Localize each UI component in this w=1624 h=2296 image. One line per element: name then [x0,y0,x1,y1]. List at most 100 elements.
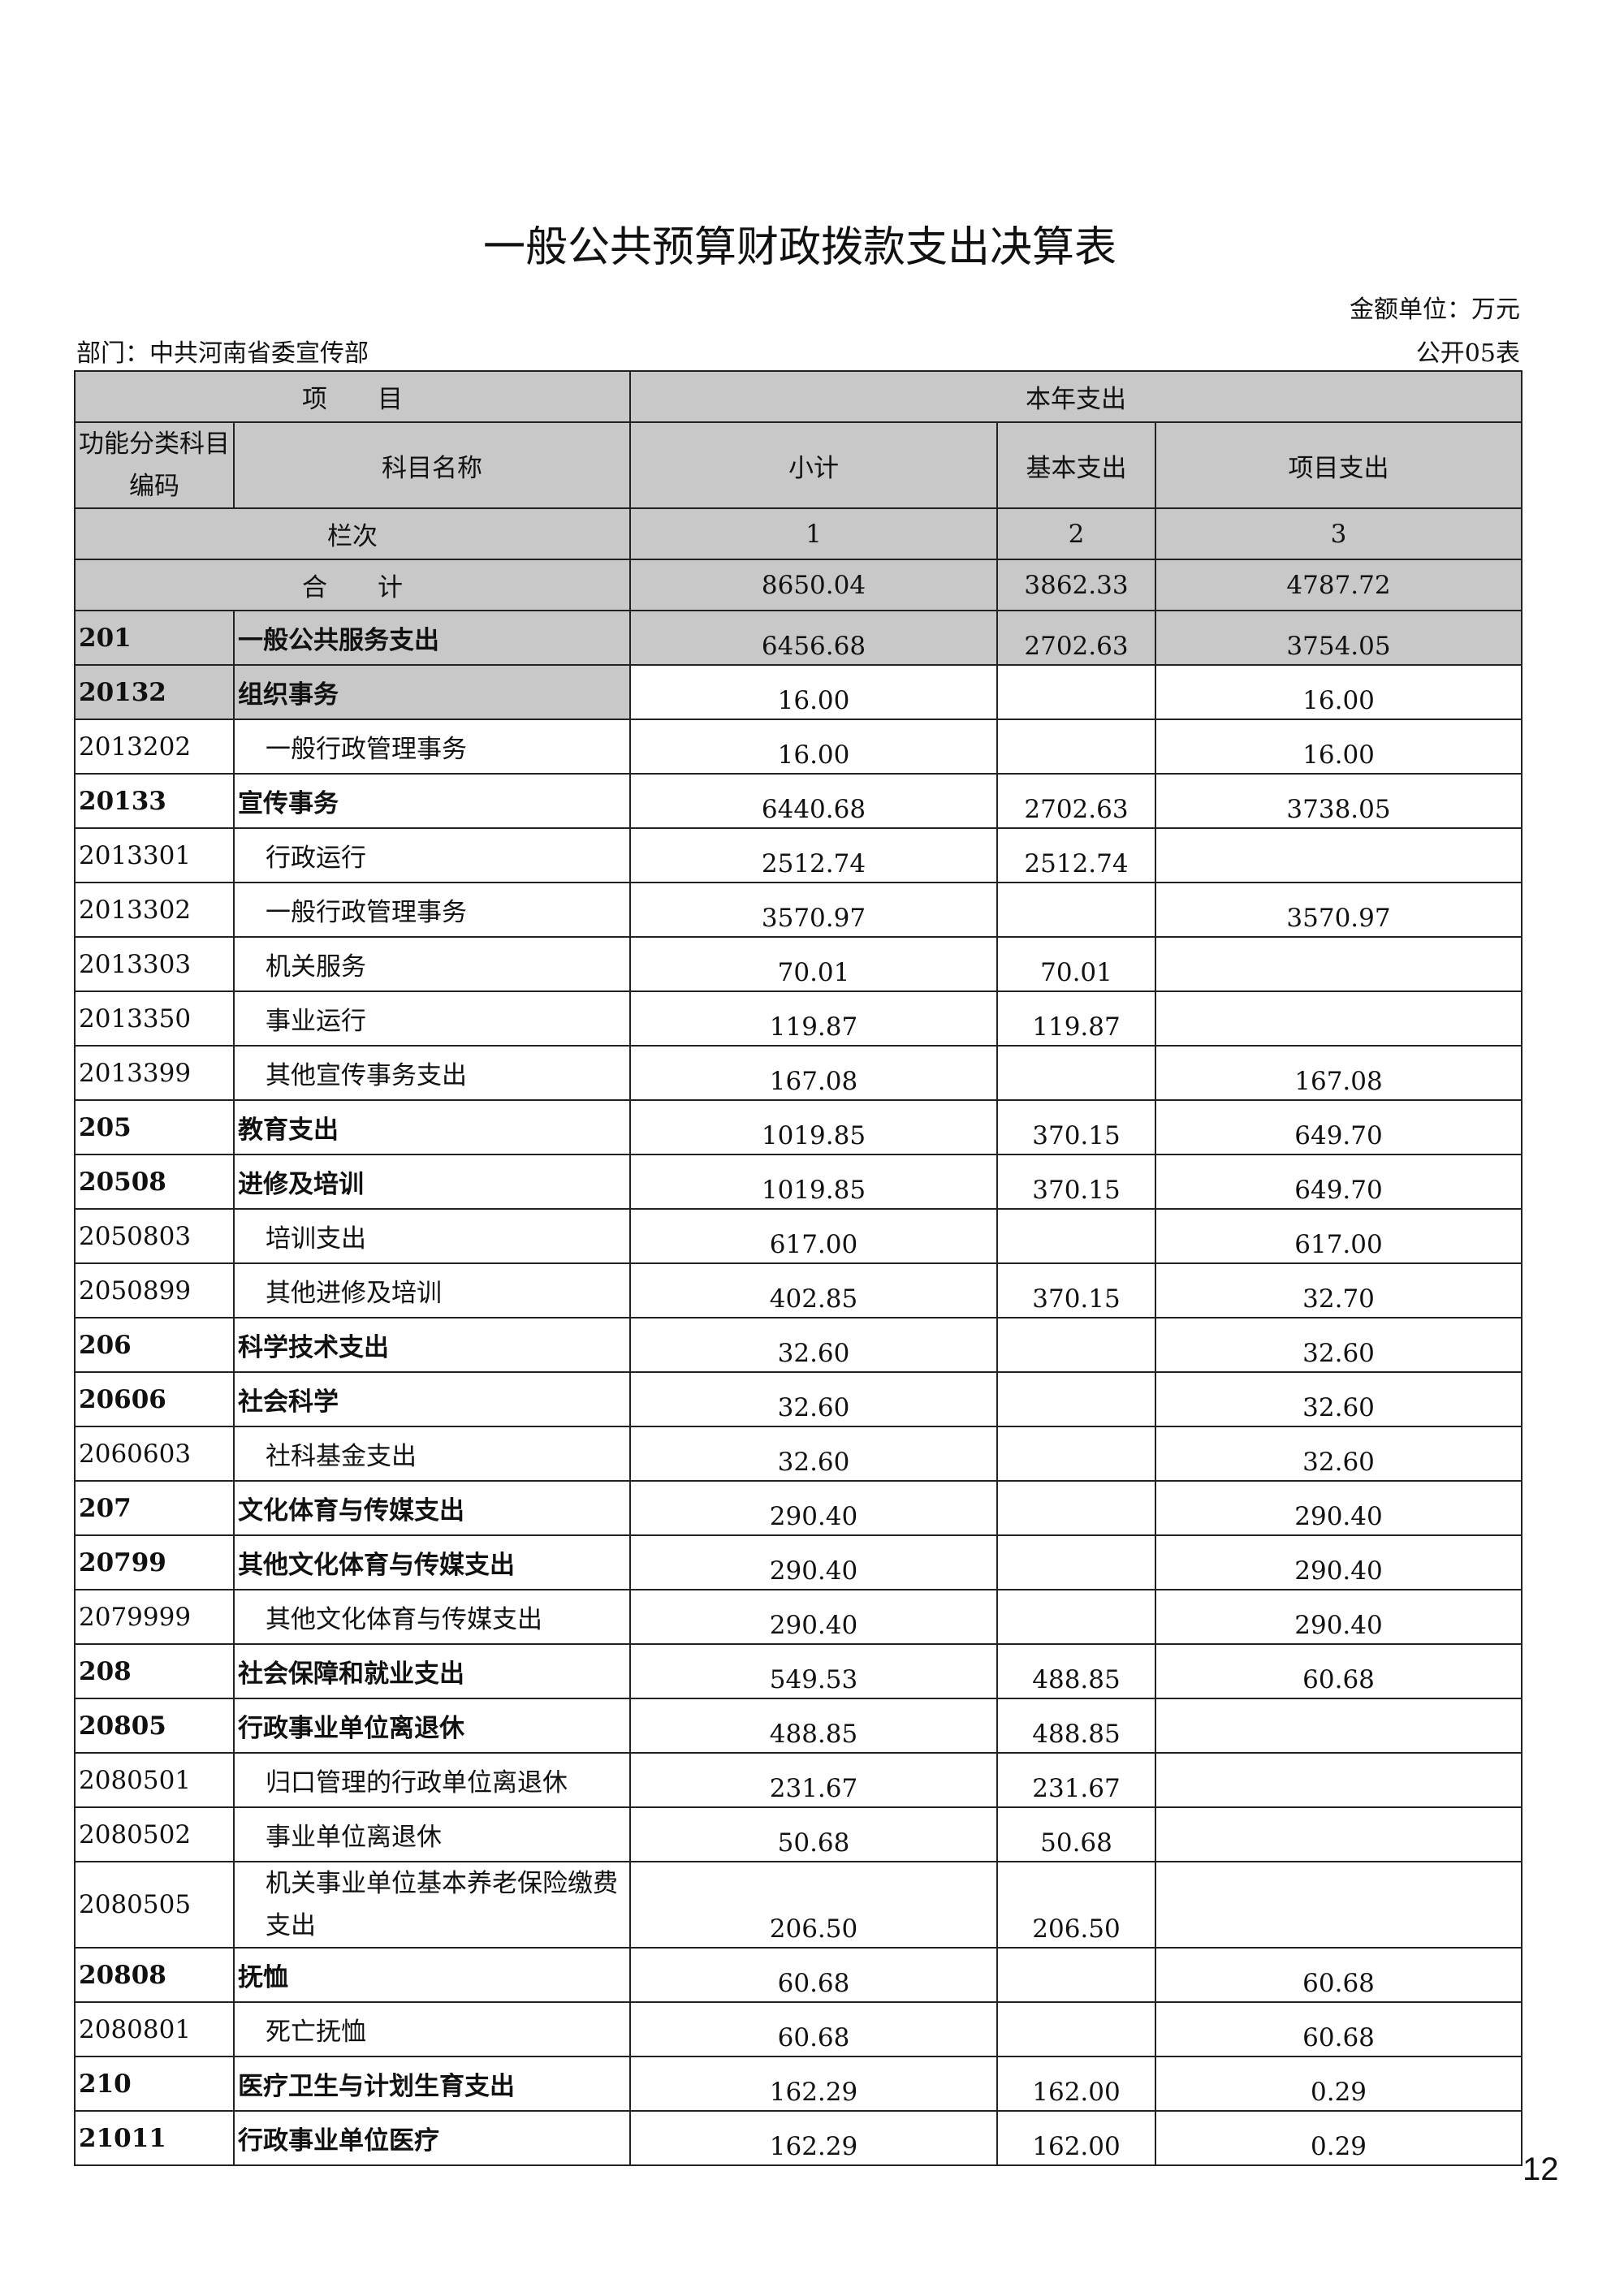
page-title: 一般公共预算财政拨款支出决算表 [482,223,1116,272]
project-expense-cell: 32.70 [1154,1262,1523,1318]
subtotal-cell: 549.53 [629,1643,998,1699]
basic-expense-cell: 2512.74 [996,827,1156,883]
subject-code: 20606 [74,1371,235,1427]
subject-code: 2050899 [74,1262,235,1318]
amount-unit: 金额单位：万元 [1350,296,1520,324]
subject-code: 208 [74,1643,235,1699]
subject-name: 教育支出 [233,1099,631,1155]
basic-expense-cell: 162.00 [996,2056,1156,2112]
subtotal-cell: 60.68 [629,1947,998,2003]
project-expense-cell: 167.08 [1154,1045,1523,1101]
table-row: 206 科学技术支出 32.60 32.60 [74,1317,1523,1373]
subject-name: 死亡抚恤 [233,2001,631,2057]
subtotal-cell: 290.40 [629,1534,998,1590]
header-project: 项目支出 [1154,421,1523,509]
table-row: 20132 组织事务 16.00 16.00 [74,664,1523,720]
subtotal-cell: 60.68 [629,2001,998,2057]
table-row: 20808 抚恤 60.68 60.68 [74,1947,1523,2003]
subtotal-cell: 2512.74 [629,827,998,883]
column-number-1: 1 [629,507,998,560]
form-number: 公开05表 [1415,339,1520,368]
table-row: 20606 社会科学 32.60 32.60 [74,1371,1523,1427]
basic-expense-cell: 70.01 [996,936,1156,992]
project-expense-cell: 16.00 [1154,664,1523,720]
subject-name: 事业运行 [233,990,631,1047]
subtotal-cell: 162.29 [629,2110,998,2166]
department: 部门：中共河南省委宣传部 [76,339,369,368]
total-basic: 3862.33 [996,559,1156,611]
subject-name: 医疗卫生与计划生育支出 [233,2056,631,2112]
project-expense-cell: 649.70 [1154,1154,1523,1210]
subject-name: 进修及培训 [233,1154,631,1210]
basic-expense-cell: 370.15 [996,1099,1156,1155]
basic-expense-cell [996,664,1156,720]
column-number-2: 2 [996,507,1156,560]
subject-code: 2060603 [74,1426,235,1482]
subtotal-cell: 617.00 [629,1208,998,1264]
table-row: 20133 宣传事务 6440.68 2702.63 3738.05 [74,773,1523,829]
subtotal-cell: 16.00 [629,664,998,720]
basic-expense-cell [996,1534,1156,1590]
project-expense-cell: 60.68 [1154,1947,1523,2003]
table-row: 2050899 其他进修及培训 402.85 370.15 32.70 [74,1262,1523,1318]
basic-expense-cell [996,1371,1156,1427]
table-row: 2013302 一般行政管理事务 3570.97 3570.97 [74,882,1523,938]
subject-name: 一般行政管理事务 [233,719,631,775]
subject-name: 培训支出 [233,1208,631,1264]
subject-name: 事业单位离退休 [233,1806,631,1862]
project-expense-cell: 3754.05 [1154,610,1523,666]
project-expense-cell: 32.60 [1154,1426,1523,1482]
subject-name: 一般行政管理事务 [233,882,631,938]
subtotal-cell: 70.01 [629,936,998,992]
basic-expense-cell: 370.15 [996,1154,1156,1210]
subject-name: 社科基金支出 [233,1426,631,1482]
project-expense-cell: 60.68 [1154,1643,1523,1699]
table-row: 2050803 培训支出 617.00 617.00 [74,1208,1523,1264]
subject-code: 2013301 [74,827,235,883]
subject-code: 2079999 [74,1589,235,1645]
basic-expense-cell: 206.50 [996,1861,1156,1949]
subtotal-cell: 231.67 [629,1752,998,1808]
table-row: 2080801 死亡抚恤 60.68 60.68 [74,2001,1523,2057]
project-expense-cell: 16.00 [1154,719,1523,775]
table-row: 2013301 行政运行 2512.74 2512.74 [74,827,1523,883]
subject-name: 其他进修及培训 [233,1262,631,1318]
project-expense-cell [1154,1806,1523,1862]
subject-name: 其他宣传事务支出 [233,1045,631,1101]
subject-name: 文化体育与传媒支出 [233,1480,631,1536]
subtotal-cell: 119.87 [629,990,998,1047]
project-expense-cell [1154,1752,1523,1808]
subject-code: 2080801 [74,2001,235,2057]
total-label: 合 计 [74,559,631,611]
table-row: 20508 进修及培训 1019.85 370.15 649.70 [74,1154,1523,1210]
basic-expense-cell: 231.67 [996,1752,1156,1808]
subtotal-cell: 6456.68 [629,610,998,666]
subtotal-cell: 16.00 [629,719,998,775]
table-row: 2080502 事业单位离退休 50.68 50.68 [74,1806,1523,1862]
subtotal-cell: 290.40 [629,1589,998,1645]
subject-code: 20799 [74,1534,235,1590]
subject-code: 207 [74,1480,235,1536]
basic-expense-cell: 488.85 [996,1698,1156,1754]
project-expense-cell: 0.29 [1154,2056,1523,2112]
subject-code: 2080502 [74,1806,235,1862]
basic-expense-cell: 370.15 [996,1262,1156,1318]
column-number-3: 3 [1154,507,1523,560]
header-item: 项 目 [74,370,631,423]
subject-code: 20133 [74,773,235,829]
expenditure-table: 项 目 本年支出 功能分类科目编码 科目名称 小计 基本支出 项目支出 栏次 1… [74,370,1523,2166]
basic-expense-cell [996,1589,1156,1645]
basic-expense-cell [996,1208,1156,1264]
basic-expense-cell [996,1317,1156,1373]
table-row: 2060603 社科基金支出 32.60 32.60 [74,1426,1523,1482]
subtotal-cell: 162.29 [629,2056,998,2112]
column-label: 栏次 [74,507,631,560]
subject-name: 组织事务 [233,664,631,720]
subtotal-cell: 32.60 [629,1426,998,1482]
project-expense-cell: 0.29 [1154,2110,1523,2166]
project-expense-cell [1154,990,1523,1047]
project-expense-cell: 290.40 [1154,1589,1523,1645]
project-expense-cell: 32.60 [1154,1371,1523,1427]
table-row: 205 教育支出 1019.85 370.15 649.70 [74,1099,1523,1155]
basic-expense-cell [996,1426,1156,1482]
